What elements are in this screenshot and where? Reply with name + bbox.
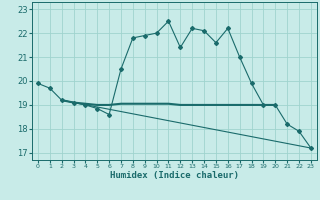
X-axis label: Humidex (Indice chaleur): Humidex (Indice chaleur) — [110, 171, 239, 180]
